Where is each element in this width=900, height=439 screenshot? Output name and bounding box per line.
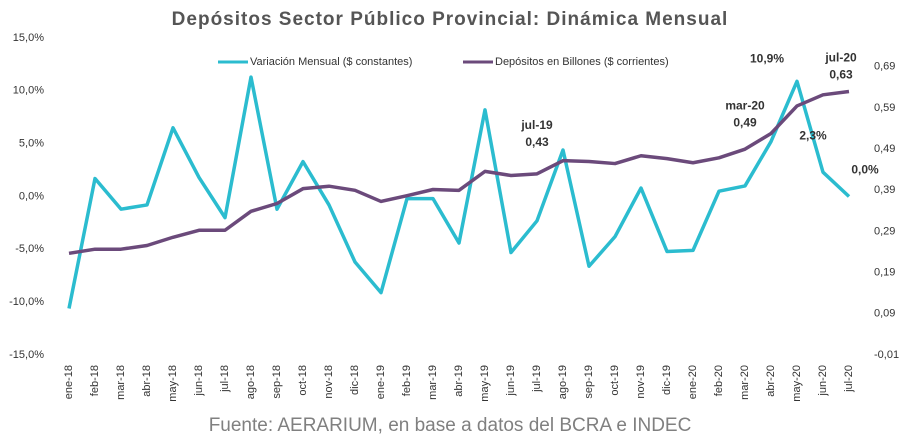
x-tick-label: may-18 [167, 365, 179, 402]
y2-tick-label: 0,59 [874, 102, 895, 114]
y-tick-label: 15,0% [13, 32, 44, 44]
y2-tick-label: 0,29 [874, 225, 895, 237]
y2-tick-label: -0,01 [874, 349, 899, 361]
x-tick-label: ago-19 [557, 365, 569, 399]
x-tick-label: oct-18 [297, 365, 309, 396]
y-tick-label: -5,0% [15, 243, 44, 255]
x-tick-label: sep-19 [583, 365, 595, 399]
x-tick-label: jun-20 [817, 365, 829, 397]
x-tick-label: nov-19 [635, 365, 647, 399]
x-tick-label: mar-18 [115, 365, 127, 400]
x-tick-label: abr-18 [141, 365, 153, 397]
x-tick-label: ago-18 [245, 365, 257, 399]
data-label: 0,43 [525, 135, 549, 149]
legend-label: Variación Mensual ($ constantes) [250, 56, 412, 68]
x-tick-label: jun-19 [505, 365, 517, 397]
x-tick-label: abr-20 [765, 365, 777, 397]
legend-label: Depósitos en Billones ($ corrientes) [495, 56, 669, 68]
x-tick-label: nov-18 [323, 365, 335, 399]
data-label: 2,3% [799, 128, 827, 142]
x-tick-label: mar-19 [427, 365, 439, 400]
data-label: 0,0% [851, 163, 879, 177]
y2-tick-label: 0,49 [874, 143, 895, 155]
x-tick-label: jun-18 [193, 365, 205, 397]
y2-tick-label: 0,19 [874, 267, 895, 279]
x-tick-label: abr-19 [453, 365, 465, 397]
y-tick-label: 5,0% [19, 138, 44, 150]
chart-title: Depósitos Sector Público Provincial: Din… [172, 9, 729, 30]
x-tick-label: feb-20 [713, 365, 725, 396]
data-label-category: jul-20 [824, 51, 857, 65]
x-tick-label: dic-18 [349, 365, 361, 395]
data-label: 0,49 [733, 115, 757, 129]
y-tick-label: -10,0% [9, 296, 44, 308]
source: Fuente: AERARIUM, en base a datos del BC… [209, 415, 692, 436]
series-line [67, 75, 851, 309]
y-tick-label: -15,0% [9, 349, 44, 361]
x-tick-label: jul-20 [843, 365, 855, 393]
data-label-category: jul-19 [520, 118, 553, 132]
y2-tick-label: 0,69 [874, 61, 895, 73]
series-line [68, 89, 850, 256]
data-label: 10,9% [750, 51, 784, 65]
y-tick-label: 10,0% [13, 85, 44, 97]
x-tick-label: ene-20 [687, 365, 699, 399]
x-tick-label: may-20 [791, 365, 803, 402]
x-tick-label: mar-20 [739, 365, 751, 400]
y2-tick-label: 0,09 [874, 308, 895, 320]
x-tick-label: may-19 [479, 365, 491, 402]
x-tick-label: ene-18 [63, 365, 75, 399]
x-tick-label: oct-19 [609, 365, 621, 396]
x-tick-label: feb-19 [401, 365, 413, 396]
x-tick-label: jul-19 [531, 365, 543, 393]
x-tick-label: feb-18 [89, 365, 101, 396]
data-label: 0,63 [829, 68, 853, 82]
y-tick-label: 0,0% [19, 190, 44, 202]
x-tick-label: jul-18 [219, 365, 231, 393]
y2-tick-label: 0,39 [874, 184, 895, 196]
x-tick-label: sep-18 [271, 365, 283, 399]
x-tick-label: dic-19 [661, 365, 673, 395]
data-label-category: mar-20 [725, 98, 765, 112]
x-tick-label: ene-19 [375, 365, 387, 399]
